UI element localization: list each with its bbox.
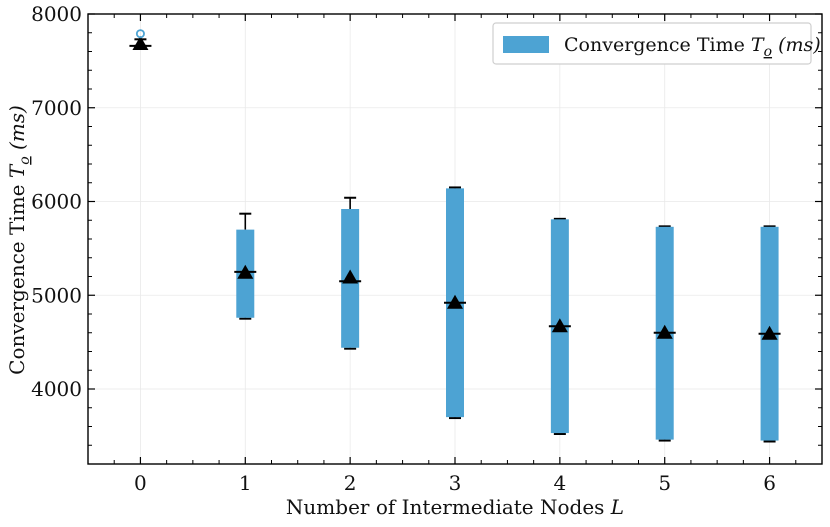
y-axis-var: T xyxy=(5,163,29,178)
plot-frame xyxy=(87,13,823,465)
legend-frame xyxy=(492,22,812,65)
box-1 xyxy=(234,212,257,320)
boxes-group xyxy=(129,29,781,443)
legend-swatch xyxy=(503,36,549,53)
legend-label: Convergence Time To (ms) xyxy=(564,34,821,60)
x-axis-var: L xyxy=(610,495,624,519)
y-tick-label: 6000 xyxy=(31,190,82,214)
x-tick-label: 3 xyxy=(449,471,462,495)
mean-marker xyxy=(447,294,463,309)
x-tick-label: 0 xyxy=(134,471,147,495)
mean-marker xyxy=(656,324,673,339)
x-tick-label: 5 xyxy=(658,471,671,495)
mean-marker xyxy=(761,325,778,340)
y-tick-label: 7000 xyxy=(31,96,82,120)
box-0 xyxy=(129,29,152,50)
box-5 xyxy=(653,225,676,442)
legend: Convergence Time To (ms) xyxy=(492,22,821,65)
box-2 xyxy=(339,196,362,350)
x-tick-label: 1 xyxy=(239,471,252,495)
mean-marker xyxy=(551,318,568,333)
x-tick-label: 2 xyxy=(344,471,357,495)
x-tick-labels: 0 1 2 3 4 5 6 xyxy=(134,471,776,495)
outlier-point xyxy=(135,29,145,39)
mean-marker xyxy=(132,36,149,50)
box-4 xyxy=(548,217,571,435)
y-axis-unit: (ms) xyxy=(5,105,29,150)
y-tick-labels: 4000 5000 6000 7000 8000 xyxy=(31,2,82,401)
mean-marker xyxy=(237,264,254,279)
box-3 xyxy=(444,186,466,420)
y-tick-label: 4000 xyxy=(31,377,82,401)
x-tick-label: 6 xyxy=(763,471,776,495)
x-tick-label: 4 xyxy=(553,471,566,495)
mean-marker xyxy=(342,269,359,284)
y-tick-label: 8000 xyxy=(31,2,82,26)
y-tick-label: 5000 xyxy=(31,283,82,307)
box-6 xyxy=(758,225,781,443)
y-axis-title: Convergence Time To (ms) xyxy=(5,105,33,375)
y-axis-sub: o xyxy=(17,156,33,164)
x-axis-title: Number of Intermediate Nodes L xyxy=(286,495,624,519)
